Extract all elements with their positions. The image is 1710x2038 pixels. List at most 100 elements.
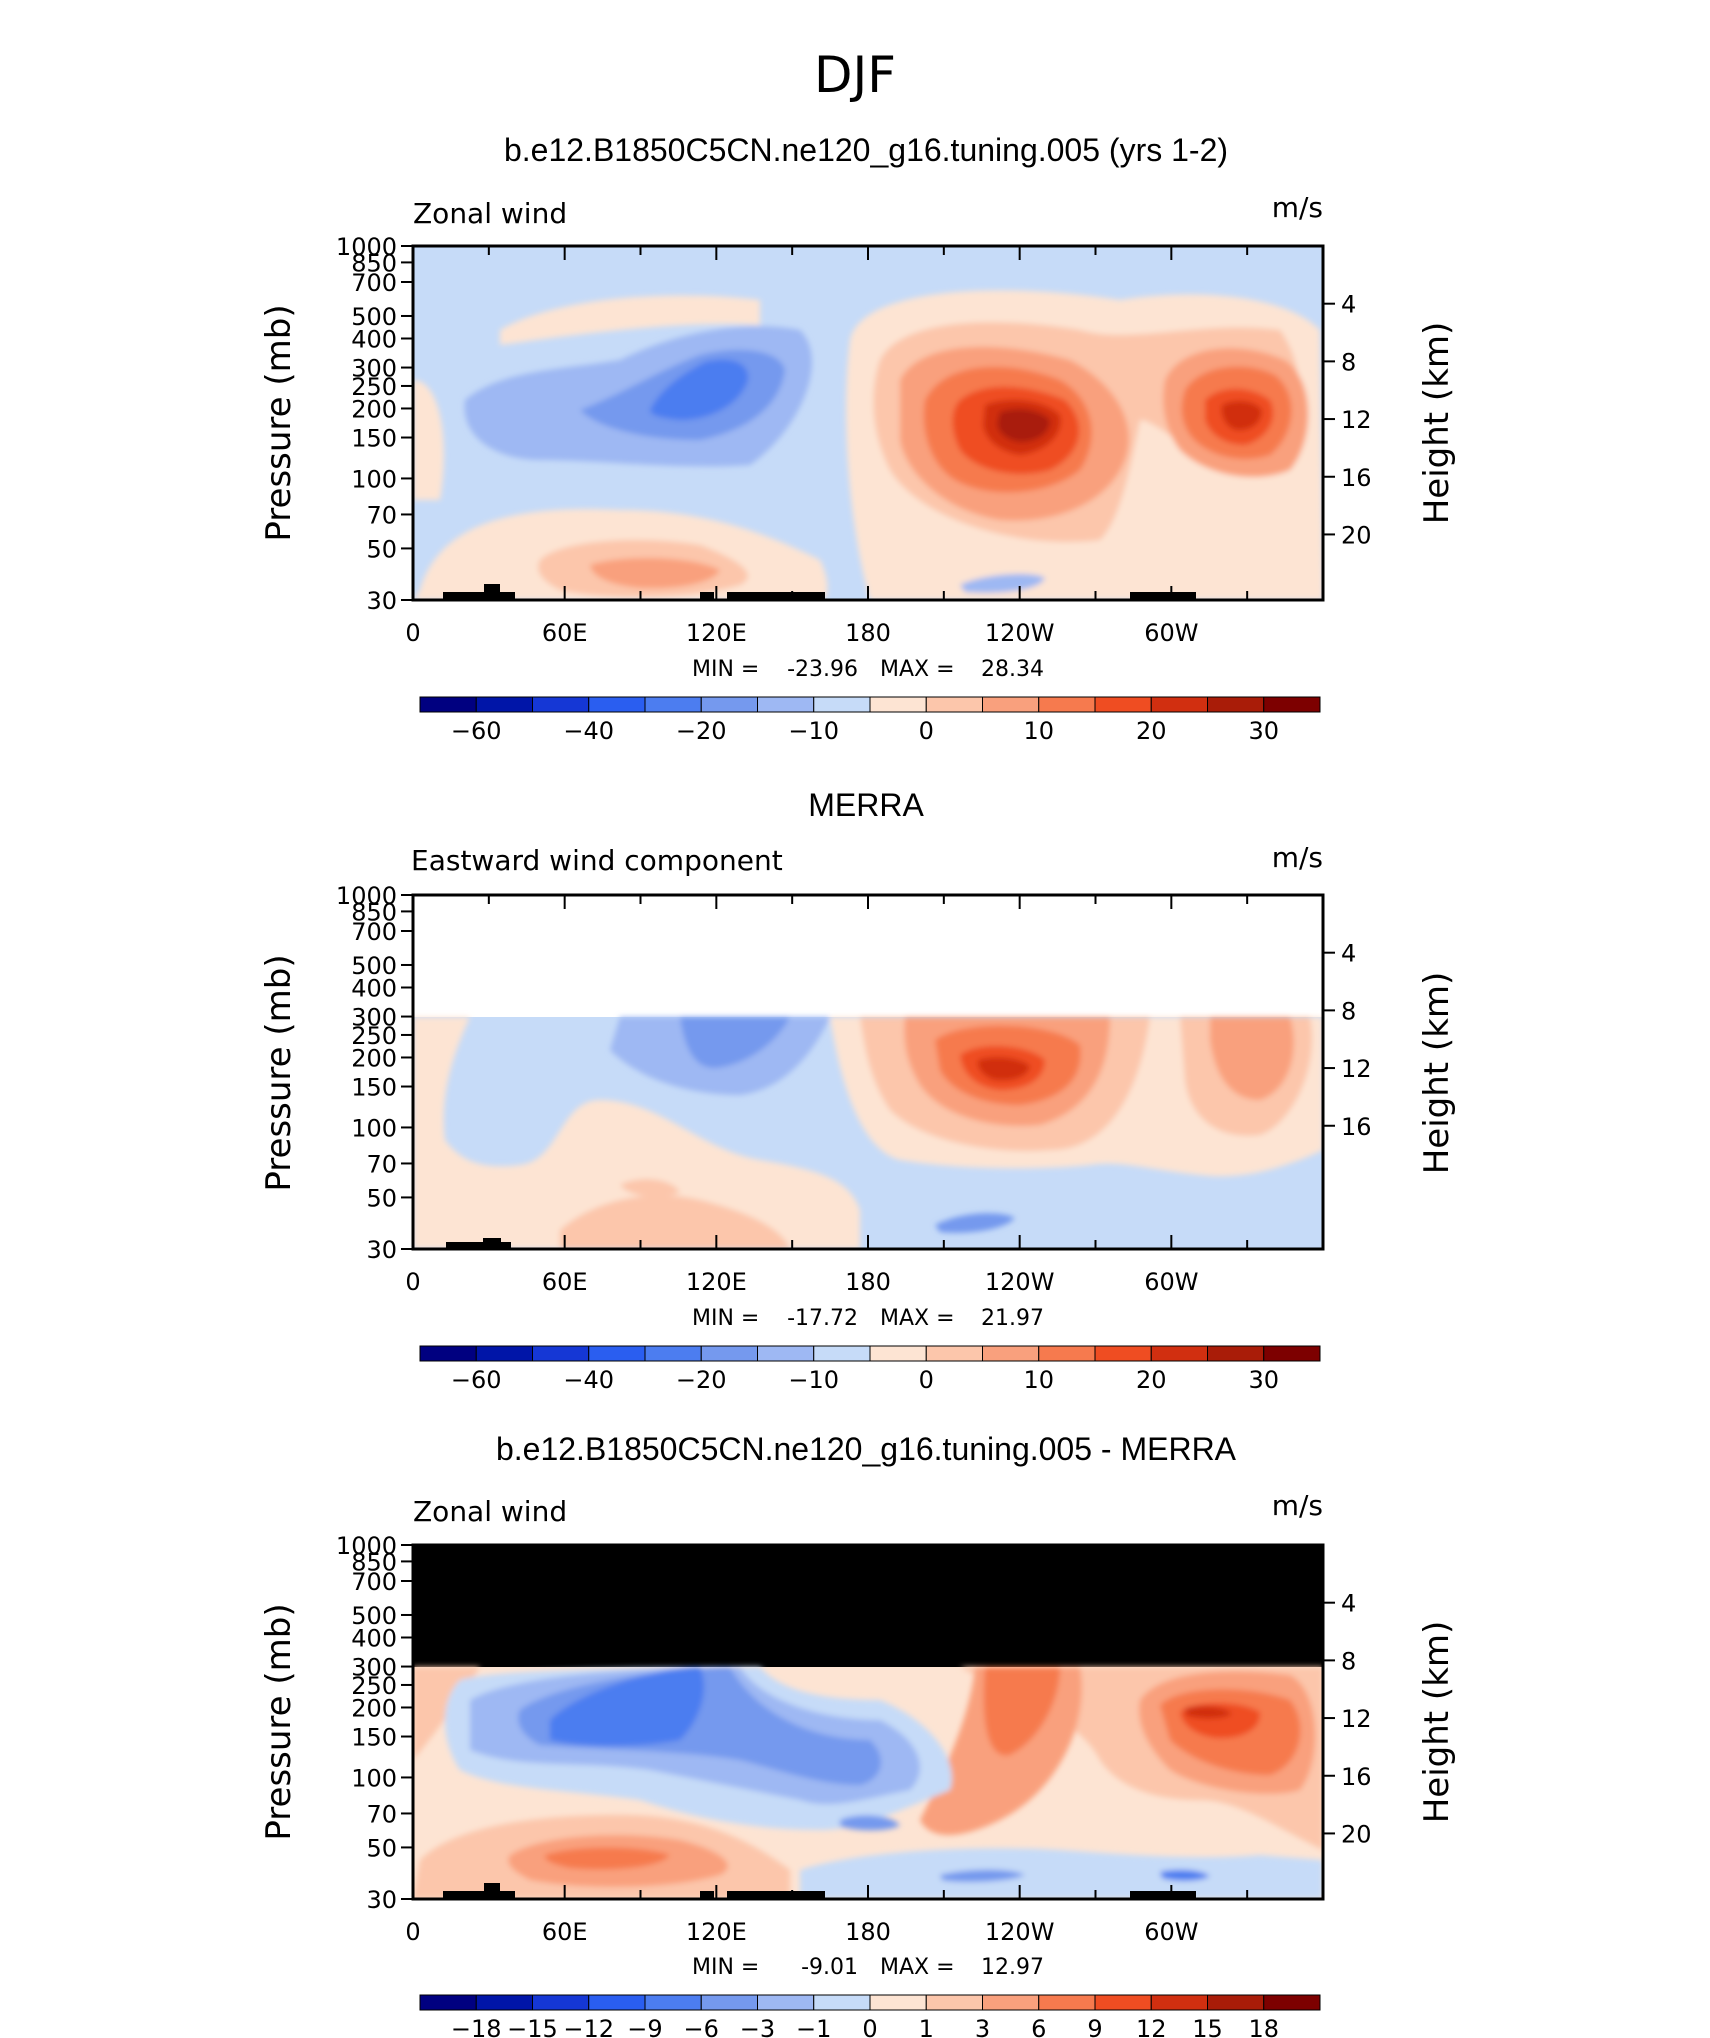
colorbar-swatch (700, 696, 758, 713)
y2-tick-label: 12 (1341, 1705, 1372, 1733)
colorbar-swatch (532, 1994, 590, 2011)
units-label: m/s (1272, 841, 1323, 874)
y-tick-label: 700 (351, 1568, 397, 1596)
colorbar-swatch (757, 1345, 815, 1362)
y-tick-label: 250 (351, 373, 397, 401)
lower-negative (960, 574, 1045, 593)
y-axis-label: Pressure (mb) (259, 1603, 299, 1840)
y-tick-label: 250 (351, 1672, 397, 1700)
colorbar-swatch (588, 1345, 646, 1362)
y-tick-label: 1000 (336, 1532, 397, 1560)
x-tick-label: 60W (1144, 619, 1198, 647)
colorbar-swatch (1038, 1345, 1096, 1362)
y-tick-label: 200 (351, 1694, 397, 1722)
colorbar-label: −40 (563, 1366, 614, 1394)
stats-min-label: MIN = (692, 1955, 759, 1980)
colorbar-swatch (1207, 1994, 1265, 2011)
stats-min: -9.01 (801, 1955, 858, 1980)
lower-negative (1160, 1869, 1210, 1881)
colorbar-label: −20 (676, 1366, 727, 1394)
variable-label: Eastward wind component (411, 844, 783, 877)
variable-label: Zonal wind (413, 197, 567, 230)
colorbar-swatch (1094, 1345, 1152, 1362)
y2-axis-label: Height (km) (1417, 1621, 1457, 1824)
colorbar-label: 30 (1248, 717, 1279, 745)
lower-band (544, 1847, 670, 1870)
colorbar-swatch (532, 1345, 590, 1362)
x-tick-label: 120E (686, 1918, 747, 1946)
colorbar-label: −60 (451, 717, 502, 745)
x-tick-label: 120E (686, 619, 747, 647)
y-tick-label: 700 (351, 918, 397, 946)
y-tick-label: 70 (366, 501, 397, 529)
y2-tick-label: 20 (1341, 521, 1372, 549)
colorbar-swatch (1038, 696, 1096, 713)
colorbar-label: −6 (684, 2015, 719, 2038)
y-tick-label: 100 (351, 465, 397, 493)
colorbar-label: −9 (627, 2015, 662, 2038)
contour-field (413, 246, 1323, 600)
contour-field (413, 1545, 1323, 1899)
y2-tick-label: 20 (1341, 1820, 1372, 1848)
y2-tick-label: 12 (1341, 1055, 1372, 1083)
stats-min-label: MIN = (692, 1306, 759, 1331)
panel-title: MERRA (808, 787, 924, 823)
colorbar-swatch (419, 1345, 477, 1362)
x-tick-label: 0 (405, 1268, 420, 1296)
negative-core (680, 1017, 790, 1068)
x-tick-label: 120W (985, 1918, 1055, 1946)
colorbar-swatch (869, 1345, 927, 1362)
colorbar-swatch (982, 1994, 1040, 2011)
y-tick-label: 300 (351, 1004, 397, 1032)
colorbar-label: 15 (1192, 2015, 1223, 2038)
y2-axis-label: Height (km) (1417, 972, 1457, 1175)
colorbar-swatch (1263, 1994, 1321, 2011)
y-axis-label: Pressure (mb) (259, 954, 299, 1191)
y-tick-label: 30 (366, 587, 397, 615)
y-axis-label: Pressure (mb) (259, 304, 299, 541)
panel-obs: MERRA Eastward wind component m/s (259, 787, 1457, 1394)
colorbar-label: 10 (1023, 1366, 1054, 1394)
y-tick-label: 70 (366, 1150, 397, 1178)
y2-tick-label: 4 (1341, 291, 1356, 319)
masked-region (413, 1545, 1323, 1667)
x-tick-label: 60W (1144, 1268, 1198, 1296)
x-tick-label: 0 (405, 1918, 420, 1946)
y-tick-label: 500 (351, 952, 397, 980)
positive-region (413, 1017, 860, 1249)
y-tick-label: 200 (351, 1044, 397, 1072)
y-tick-label: 200 (351, 395, 397, 423)
lower-band (620, 1179, 680, 1197)
y-tick-label: 50 (366, 1834, 397, 1862)
colorbar-label: 10 (1023, 717, 1054, 745)
colorbar-label: 20 (1136, 1366, 1167, 1394)
colorbar-swatch (869, 1994, 927, 2011)
colorbar-1: −60 −40 −20 −10 0 10 20 30 (419, 1345, 1321, 1394)
x-tick-label: 60E (542, 1918, 588, 1946)
x-tick-label: 180 (845, 1918, 891, 1946)
panel-diff: b.e12.B1850C5CN.ne120_g16.tuning.005 - M… (259, 1431, 1457, 2038)
x-tick-label: 0 (405, 619, 420, 647)
lower-negative (800, 1848, 1323, 1899)
panel-title: b.e12.B1850C5CN.ne120_g16.tuning.005 - M… (496, 1431, 1237, 1467)
y2-tick-label: 16 (1341, 1763, 1372, 1791)
topography (446, 1238, 511, 1249)
lower-band (560, 1195, 790, 1249)
colorbar-label: 1 (919, 2015, 934, 2038)
colorbar-swatch (588, 1994, 646, 2011)
y2-tick-label: 8 (1341, 348, 1356, 376)
y-tick-label: 850 (351, 898, 397, 926)
x-tick-label: 60E (542, 619, 588, 647)
y-tick-label: 700 (351, 269, 397, 297)
figure-title: DJF (814, 46, 896, 104)
panel-model: b.e12.B1850C5CN.ne120_g16.tuning.005 (yr… (259, 132, 1457, 745)
colorbar-swatch (700, 1994, 758, 2011)
colorbar-swatch (1150, 696, 1208, 713)
colorbar-swatch (982, 1345, 1040, 1362)
stats-min: -23.96 (787, 657, 858, 682)
colorbar-label: −15 (507, 2015, 558, 2038)
colorbar-swatch (813, 696, 871, 713)
